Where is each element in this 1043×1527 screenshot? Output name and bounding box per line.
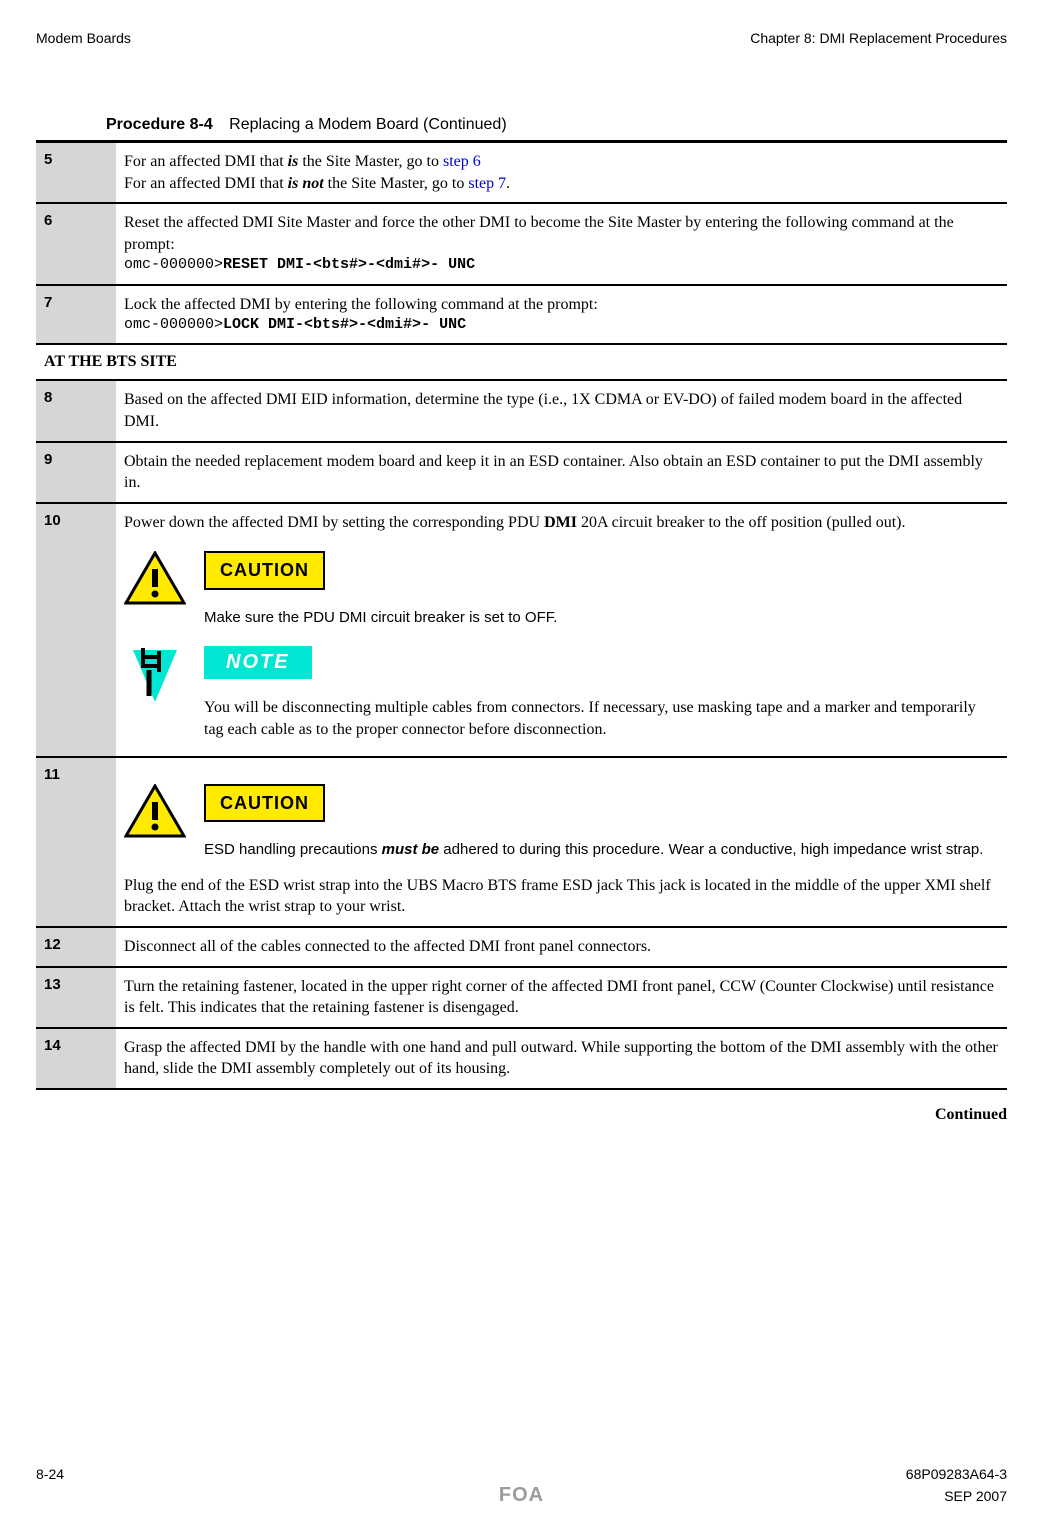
command: RESET DMI-<bts#>-<dmi#>- UNC [223,256,475,273]
note-block: NOTE You will be disconnecting multiple … [124,646,999,740]
text: For an affected DMI that [124,175,288,192]
step-number: 9 [36,442,116,503]
table-row: 6 Reset the affected DMI Site Master and… [36,203,1007,284]
command-line: omc-000000>RESET DMI-<bts#>-<dmi#>- UNC [124,255,999,275]
table-row: 13 Turn the retaining fastener, located … [36,967,1007,1028]
text: adhered to during this procedure. Wear a… [439,841,983,858]
table-row: 7 Lock the affected DMI by entering the … [36,285,1007,345]
continued-label: Continued [36,1106,1007,1124]
procedure-table: 5 For an affected DMI that is the Site M… [36,140,1007,1090]
text: ESD handling precautions [204,841,382,858]
step-content: Disconnect all of the cables connected t… [116,927,1007,967]
table-row: 8 Based on the affected DMI EID informat… [36,380,1007,441]
section-heading: AT THE BTS SITE [36,344,1007,380]
caution-icon [124,551,186,605]
emphasis: must be [382,841,440,858]
footer-foa: FOA [499,1484,544,1507]
page-footer: 8-24 68P09283A64-3 FOA SEP 2007 [36,1466,1007,1507]
step-number: 10 [36,503,116,757]
caution-label: CAUTION [204,784,325,822]
text: Lock the affected DMI by entering the fo… [124,294,999,316]
text: 20A circuit breaker to the off position … [577,514,906,531]
text: For an affected DMI that [124,153,288,170]
step-content: Reset the affected DMI Site Master and f… [116,203,1007,284]
caution-text: Make sure the PDU DMI circuit breaker is… [204,608,999,628]
header-left: Modem Boards [36,30,131,46]
footer-date: SEP 2007 [944,1488,1007,1504]
caution-label: CAUTION [204,551,325,589]
step-content: CAUTION ESD handling precautions must be… [116,757,1007,927]
table-row: 12 Disconnect all of the cables connecte… [36,927,1007,967]
command-line: omc-000000>LOCK DMI-<bts#>-<dmi#>- UNC [124,315,999,335]
emphasis: is not [288,175,324,192]
step-content: Based on the affected DMI EID informatio… [116,380,1007,441]
step-number: 6 [36,203,116,284]
command: LOCK DMI-<bts#>-<dmi#>- UNC [223,316,466,333]
step-number: 5 [36,142,116,204]
step-number: 11 [36,757,116,927]
prompt: omc-000000> [124,256,223,273]
text: the Site Master, go to [298,153,443,170]
caution-text: ESD handling precautions must be adhered… [204,840,999,860]
text: the Site Master, go to [324,175,469,192]
step-body: Plug the end of the ESD wrist strap into… [124,875,999,918]
note-icon [124,646,186,714]
table-row: 14 Grasp the affected DMI by the handle … [36,1028,1007,1089]
text: . [506,175,510,192]
step-content: Turn the retaining fastener, located in … [116,967,1007,1028]
bold: DMI [544,514,577,531]
step-number: 7 [36,285,116,345]
note-text: You will be disconnecting multiple cable… [204,697,999,740]
header-right: Chapter 8: DMI Replacement Procedures [750,30,1007,46]
procedure-title: Procedure 8-4 Replacing a Modem Board (C… [106,116,1007,134]
step-number: 13 [36,967,116,1028]
step-number: 14 [36,1028,116,1089]
note-label: NOTE [204,646,312,679]
caution-block: CAUTION ESD handling precautions must be… [124,784,999,861]
text: Reset the affected DMI Site Master and f… [124,212,999,255]
link-step6[interactable]: step 6 [443,153,481,170]
table-row: 10 Power down the affected DMI by settin… [36,503,1007,757]
step-content: For an affected DMI that is the Site Mas… [116,142,1007,204]
caution-icon [124,784,186,838]
step-number: 8 [36,380,116,441]
step-number: 12 [36,927,116,967]
prompt: omc-000000> [124,316,223,333]
step-content: Lock the affected DMI by entering the fo… [116,285,1007,345]
table-row: AT THE BTS SITE [36,344,1007,380]
table-row: 9 Obtain the needed replacement modem bo… [36,442,1007,503]
text: Power down the affected DMI by setting t… [124,514,544,531]
caution-block: CAUTION Make sure the PDU DMI circuit br… [124,551,999,628]
step-content: Obtain the needed replacement modem boar… [116,442,1007,503]
footer-page-num: 8-24 [36,1466,64,1482]
emphasis: is [288,153,299,170]
step-content: Power down the affected DMI by setting t… [116,503,1007,757]
table-row: 5 For an affected DMI that is the Site M… [36,142,1007,204]
step-content: Grasp the affected DMI by the handle wit… [116,1028,1007,1089]
procedure-name: Replacing a Modem Board (Continued) [229,116,506,133]
table-row: 11 CAUTION ESD handling precautions must [36,757,1007,927]
link-step7[interactable]: step 7 [468,175,506,192]
footer-doc-num: 68P09283A64-3 [906,1466,1007,1482]
procedure-label: Procedure 8-4 [106,116,213,133]
page-header: Modem Boards Chapter 8: DMI Replacement … [36,30,1007,46]
